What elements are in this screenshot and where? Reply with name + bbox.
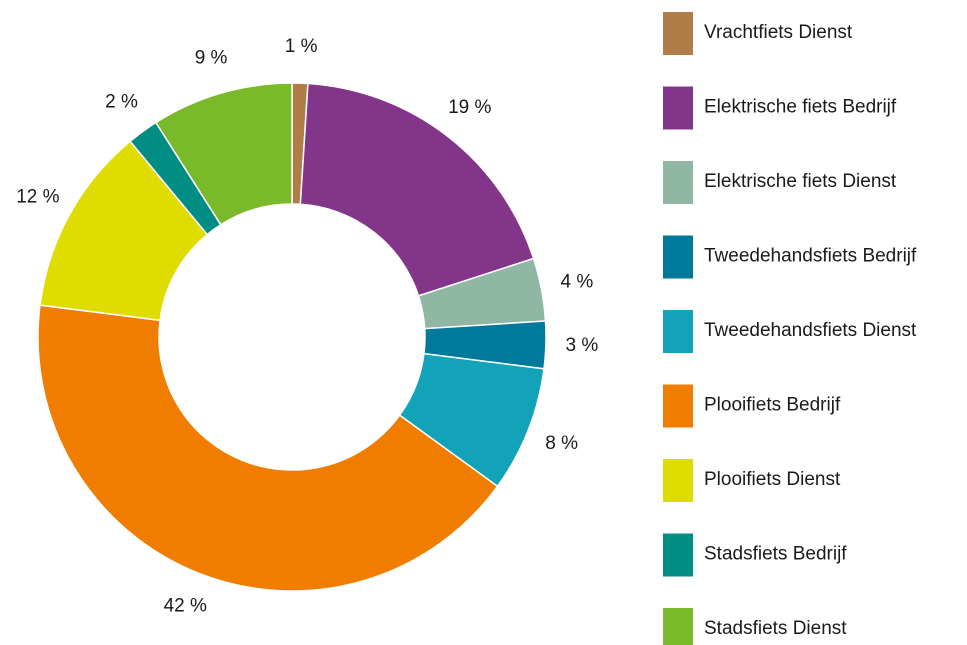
- slice: [37, 304, 499, 592]
- data-label: 19 %: [448, 97, 491, 118]
- legend-swatch: [663, 310, 693, 353]
- legend-label: Vrachtfiets Dienst: [704, 22, 853, 43]
- legend-label: Tweedehandsfiets Dienst: [704, 320, 917, 341]
- legend-swatch: [663, 459, 693, 502]
- data-label: 2 %: [105, 91, 138, 112]
- legend-swatch: [663, 235, 693, 279]
- data-label: 4 %: [560, 272, 593, 293]
- data-label: 3 %: [565, 335, 598, 356]
- data-label: 1 %: [285, 36, 318, 57]
- legend-swatch: [663, 161, 693, 204]
- legend-label: Plooifiets Dienst: [704, 469, 841, 490]
- data-label: 8 %: [545, 433, 578, 454]
- slice: [299, 82, 535, 297]
- legend-swatch: [663, 533, 693, 577]
- data-label: 42 %: [164, 596, 207, 617]
- data-label: 12 %: [16, 186, 59, 207]
- legend-swatch: [663, 384, 693, 428]
- legend-label: Stadsfiets Bedrijf: [704, 544, 847, 565]
- legend-label: Elektrische fiets Bedrijf: [704, 97, 897, 118]
- slice: [154, 82, 293, 226]
- data-label: 9 %: [195, 48, 228, 69]
- legend-swatch: [663, 86, 693, 130]
- legend-swatch: [663, 608, 693, 645]
- legend-label: Plooifiets Bedrijf: [704, 395, 841, 416]
- legend-label: Elektrische fiets Dienst: [704, 171, 897, 192]
- legend-label: Stadsfiets Dienst: [704, 618, 847, 639]
- legend-swatch: [663, 12, 693, 55]
- legend-label: Tweedehandsfiets Bedrijf: [704, 246, 917, 267]
